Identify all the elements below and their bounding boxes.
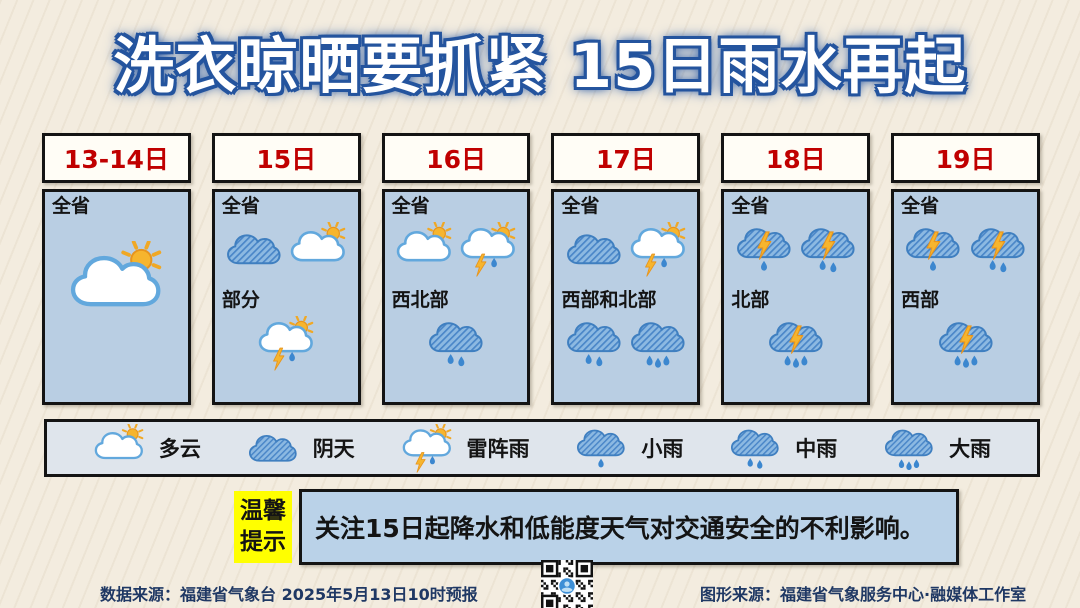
forecast-card-13-14: 13-14日 全省 (42, 133, 191, 405)
legend-bar: 多云 阴天 雷阵雨 小雨 中雨 大雨 (44, 419, 1040, 477)
forecast-card-16: 16日 全省 西北部 (381, 133, 531, 405)
weather-icons (901, 219, 1030, 281)
weather-icons (731, 313, 860, 375)
card-body: 全省 西北部 (381, 189, 531, 405)
legend-item-light-rain: 小雨 (575, 424, 683, 473)
tip-badge: 温馨提示 (234, 490, 292, 564)
partly-cloudy-icon (93, 423, 145, 473)
thunder-rain-1-icon (735, 222, 793, 277)
overcast-icon (565, 222, 623, 277)
card-date: 18日 (721, 133, 871, 183)
region-label: 全省 (221, 195, 260, 217)
partly-cloudy-icon (68, 240, 164, 332)
card-date-label: 18日 (765, 145, 826, 174)
light-rain-icon (575, 424, 627, 473)
card-body: 全省 西部和北部 (551, 189, 701, 405)
region-label: 全省 (901, 195, 940, 217)
region-label: 西部 (901, 288, 940, 311)
card-body: 全省 部分 (211, 189, 361, 405)
card-date-label: 16日 (426, 145, 486, 174)
forecast-cards: 13-14日 全省 15日 全省 部分 16日 全省 (42, 133, 1040, 405)
forecast-card-19: 19日 全省 西部 (891, 133, 1040, 405)
poster-title: 洗衣晾晒要抓紧 15日雨水再起 (113, 31, 967, 102)
weather-icons (901, 313, 1030, 375)
card-date: 13-14日 (42, 133, 191, 183)
card-date: 17日 (551, 133, 701, 183)
legend-label: 中雨 (795, 437, 838, 461)
card-date: 19日 (891, 133, 1040, 183)
weather-icons (731, 219, 860, 281)
card-date: 16日 (381, 133, 531, 183)
weather-icons (222, 313, 351, 375)
card-date-label: 13-14日 (63, 145, 169, 174)
card-body: 全省 (42, 189, 191, 405)
region-label: 西部和北部 (561, 288, 657, 311)
region-label: 全省 (731, 195, 770, 217)
forecast-card-17: 17日 全省 西部和北部 (551, 133, 701, 405)
thunder-rain-3-icon (767, 316, 825, 371)
region-label: 西北部 (391, 288, 449, 311)
thunder-sun-icon (629, 222, 687, 277)
rain-3-icon (883, 424, 935, 473)
legend-label: 大雨 (949, 437, 992, 461)
overcast-icon (225, 222, 283, 277)
thunder-rain-1-icon (904, 222, 962, 277)
legend-label: 雷阵雨 (466, 437, 530, 461)
card-body: 全省 西部 (891, 189, 1040, 405)
legend-label: 多云 (158, 437, 201, 461)
thunder-sun-icon (257, 316, 315, 371)
partly-cloudy-icon (289, 222, 347, 277)
rain-1-icon (575, 424, 627, 473)
partly-cloudy-icon (395, 222, 453, 277)
card-date-label: 17日 (596, 145, 656, 174)
weather-icons (392, 313, 521, 375)
legend-item-overcast: 阴天 (247, 424, 355, 473)
thunder-sun-icon (401, 423, 453, 473)
rain-2-icon (729, 424, 781, 473)
region-label: 部分 (221, 288, 260, 311)
forecast-card-18: 18日 全省 北部 (721, 133, 871, 405)
legend-item-thundershower: 雷阵雨 (401, 423, 530, 473)
graphic-source-text: 图形来源：福建省气象服务中心·融媒体工作室 (700, 585, 1027, 604)
rain-2-icon (565, 316, 623, 371)
overcast-icon (247, 424, 299, 473)
qr-code (541, 560, 593, 608)
partly-cloudy-icon (93, 423, 145, 473)
weather-icons (561, 219, 690, 281)
tip-text: 关注15日起降水和低能度天气对交通安全的不利影响。 (315, 514, 925, 543)
legend-label: 阴天 (312, 437, 355, 461)
thunder-rain-2-icon (969, 222, 1027, 277)
region-label: 全省 (52, 195, 91, 217)
thunder-rain-2-icon (799, 222, 857, 277)
tip-text-box: 关注15日起降水和低能度天气对交通安全的不利影响。 (299, 489, 959, 565)
thunder-rain-3-icon (937, 316, 995, 371)
thunder-sun-icon (401, 423, 453, 473)
rain-2-icon (427, 316, 485, 371)
legend-item-heavy-rain: 大雨 (883, 424, 991, 473)
weather-icons (561, 313, 690, 375)
card-date-label: 19日 (935, 145, 996, 174)
legend-item-moderate-rain: 中雨 (729, 424, 837, 473)
overcast-icon (247, 424, 299, 473)
moderate-rain-icon (729, 424, 781, 473)
weather-icons (52, 240, 181, 332)
region-label: 北部 (731, 288, 770, 311)
card-body: 全省 北部 (721, 189, 871, 405)
weather-icons (222, 219, 351, 281)
rain-3-icon (629, 316, 687, 371)
weather-icons (392, 219, 521, 281)
region-label: 全省 (561, 195, 600, 217)
warm-tip: 温馨提示 关注15日起降水和低能度天气对交通安全的不利影响。 (234, 489, 959, 565)
legend-label: 小雨 (641, 437, 684, 461)
heavy-rain-icon (883, 424, 935, 473)
card-date: 15日 (211, 133, 361, 183)
thunder-sun-icon (459, 222, 517, 277)
data-source-text: 数据来源：福建省气象台 2025年5月13日10时预报 (100, 585, 478, 604)
region-label: 全省 (391, 195, 430, 217)
forecast-card-15: 15日 全省 部分 (211, 133, 361, 405)
legend-item-cloudy: 多云 (93, 423, 201, 473)
card-date-label: 15日 (256, 145, 317, 174)
